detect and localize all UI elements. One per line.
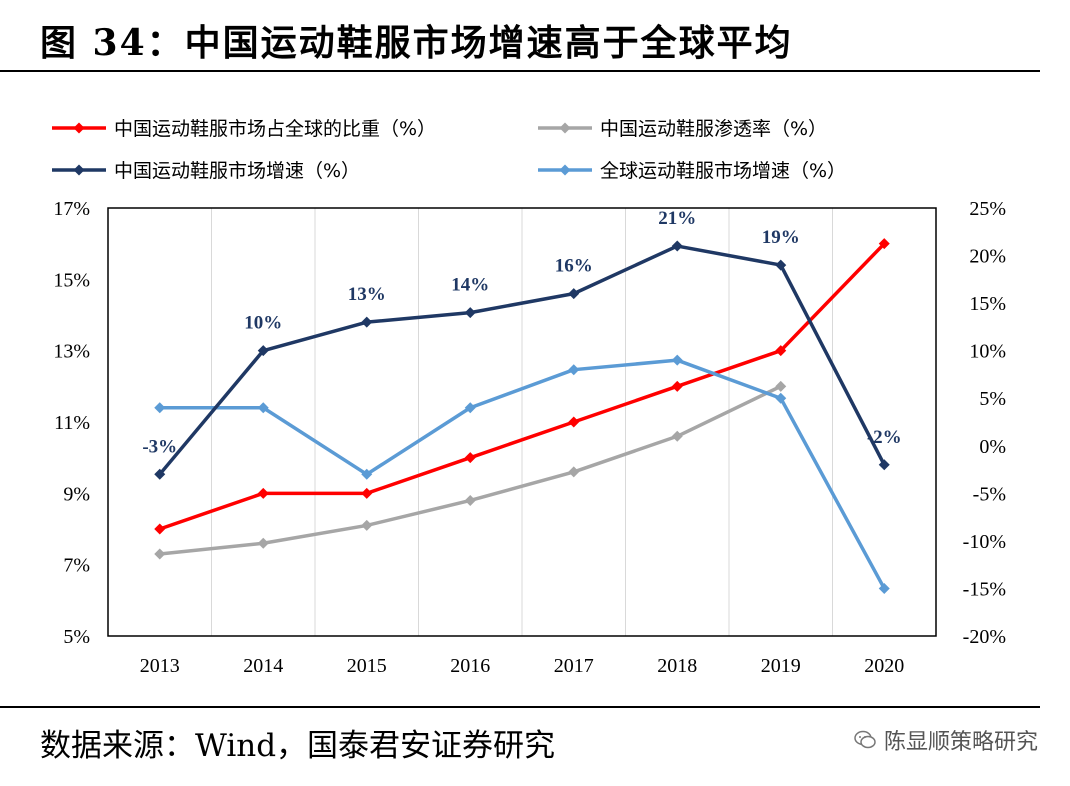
right-tick-label: 15% [969,293,1006,315]
legend-label: 中国运动鞋服市场增速（%） [114,160,360,182]
data-point [154,402,166,414]
right-tick-label: -15% [963,578,1006,600]
data-point [464,307,476,319]
data-point [361,487,373,499]
data-point [671,354,683,366]
data-point [775,259,787,271]
legend-swatch-marker [559,122,571,134]
right-tick-label: 25% [969,198,1006,220]
data-point [257,345,269,357]
watermark: 陈显顺策略研究 [854,724,1038,756]
data-label: 10% [244,313,282,334]
data-point [361,468,373,480]
bottom-rule [0,706,1040,708]
legend-swatch-marker [559,164,571,176]
left-tick-label: 17% [53,198,90,220]
data-point [671,430,683,442]
right-tick-label: -5% [973,483,1006,505]
series-line [158,244,886,476]
data-labels: -3% 10% 13% 14% 16% 21% 19% -2% [142,208,901,457]
data-label: 19% [762,227,800,248]
x-tick-label: 2014 [243,655,283,677]
data-point [671,240,683,252]
data-point [257,402,269,414]
x-tick-label: 2019 [761,655,801,677]
right-tick-label: 20% [969,246,1006,268]
data-label: 16% [555,256,593,277]
top-rule [0,70,1040,72]
left-axis: 5% 7% 9% 11% 13% 15% 17% [53,198,90,648]
wechat-icon [854,730,876,749]
left-tick-label: 9% [63,483,90,505]
data-point [878,582,890,594]
x-tick-label: 2017 [554,655,594,677]
data-point [775,392,787,404]
x-tick-label: 2020 [864,655,904,677]
legend-label: 全球运动鞋服市场增速（%） [600,160,846,182]
data-point [775,380,787,392]
legend-label: 中国运动鞋服渗透率（%） [600,118,827,140]
data-point [154,548,166,560]
x-tick-label: 2015 [347,655,387,677]
chart-title: 图 34：中国运动鞋服市场增速高于全球平均 [40,22,793,64]
left-tick-label: 13% [53,341,90,363]
left-tick-label: 15% [53,269,90,291]
series-line [159,242,886,531]
source-note: 数据来源：Wind，国泰君安证券研究 [40,728,556,764]
data-point [568,364,580,376]
left-tick-label: 5% [63,626,90,648]
data-point [154,468,166,480]
data-label: 13% [348,284,386,305]
data-point [361,519,373,531]
data-label: 21% [658,208,696,229]
x-tick-label: 2013 [140,655,180,677]
data-label: 14% [451,275,489,296]
data-point [568,466,580,478]
left-tick-label: 11% [54,412,90,434]
data-point [361,316,373,328]
data-point [568,288,580,300]
data-point [464,452,476,464]
legend: 中国运动鞋服市场占全球的比重（%） 中国运动鞋服渗透率（%） 中国运动鞋服市场增速（… [52,118,846,182]
watermark-text: 陈显顺策略研究 [883,730,1038,755]
legend-swatch-marker [73,122,85,134]
plot-frame [107,207,937,637]
x-axis: 2013 2014 2015 2016 2017 2018 2019 2020 [140,655,905,677]
data-label: -3% [142,436,177,457]
legend-swatch-marker [73,164,85,176]
right-tick-label: 5% [979,388,1006,410]
data-point [878,238,890,250]
right-tick-label: -20% [963,626,1006,648]
series-line [159,358,886,590]
data-point [257,487,269,499]
grid [211,208,833,636]
right-tick-label: 10% [969,341,1006,363]
left-tick-label: 7% [63,555,90,577]
data-point [257,537,269,549]
x-tick-label: 2016 [450,655,490,677]
data-point [878,459,890,471]
data-point [464,494,476,506]
x-tick-label: 2018 [657,655,697,677]
data-point [671,380,683,392]
series-lines [154,238,890,594]
chart: 中国运动鞋服市场占全球的比重（%） 中国运动鞋服渗透率（%） 中国运动鞋服市场增速（… [52,118,1006,677]
data-point [154,523,166,535]
data-point [568,416,580,428]
right-tick-label: 0% [979,436,1006,458]
data-point [775,345,787,357]
right-axis: -20% -15% -10% -5% 0% 5% 10% 15% 20% 25% [963,198,1006,648]
data-point [464,402,476,414]
right-tick-label: -10% [963,531,1006,553]
legend-label: 中国运动鞋服市场占全球的比重（%） [114,118,436,140]
data-label: -2% [867,427,902,448]
